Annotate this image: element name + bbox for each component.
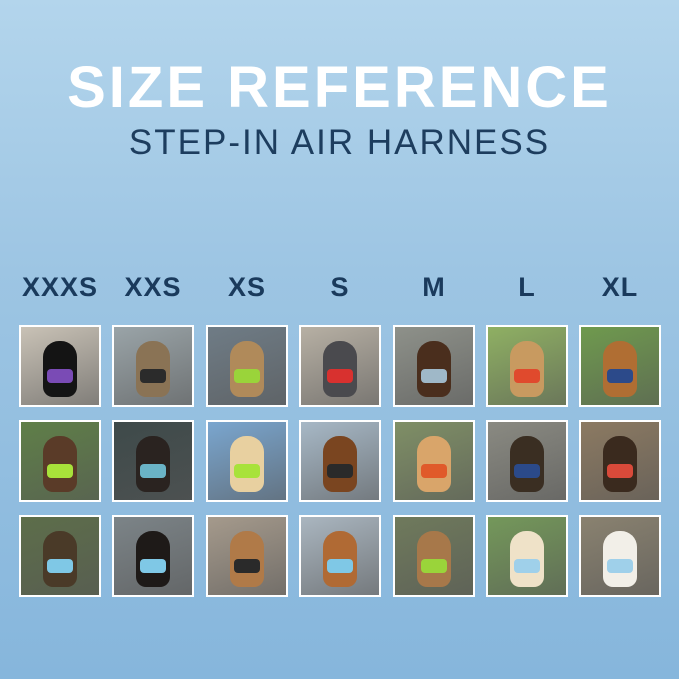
harness [47, 369, 73, 383]
harness [327, 559, 353, 573]
harness [514, 369, 540, 383]
harness [514, 464, 540, 478]
harness [421, 369, 447, 383]
pet-photo-xxxs [19, 325, 101, 407]
pet-photo-xs [206, 325, 288, 407]
page-title: SIZE REFERENCE [67, 55, 612, 120]
pet-photo-s [299, 325, 381, 407]
pet-photo-xxxs [19, 515, 101, 597]
harness [140, 369, 166, 383]
harness [234, 464, 260, 478]
pet-photo-xl [579, 325, 661, 407]
pet-photo-m [393, 325, 475, 407]
harness [234, 559, 260, 573]
pet-photo-xl [579, 515, 661, 597]
harness [327, 369, 353, 383]
pet-photo-xxs [112, 420, 194, 502]
pet-photo-xs [206, 515, 288, 597]
pet-photo-l [486, 515, 568, 597]
pet-photo-m [393, 420, 475, 502]
pet-photo-l [486, 420, 568, 502]
size-label-m: M [422, 272, 446, 302]
harness [234, 369, 260, 383]
size-label-l: L [518, 272, 536, 302]
pet-photo-l [486, 325, 568, 407]
size-label-s: S [330, 272, 350, 302]
pet-photo-xl [579, 420, 661, 502]
harness [140, 464, 166, 478]
harness [421, 559, 447, 573]
size-label-xxxs: XXXS [21, 272, 99, 302]
size-label-xl: XL [601, 272, 639, 302]
pet-photo-s [299, 420, 381, 502]
page-subtitle: STEP-IN AIR HARNESS [128, 123, 551, 162]
pet-photo-xs [206, 420, 288, 502]
harness [607, 559, 633, 573]
harness [607, 369, 633, 383]
harness [140, 559, 166, 573]
pet-photo-xxs [112, 515, 194, 597]
harness [327, 464, 353, 478]
pet-photo-xxxs [19, 420, 101, 502]
pet-photo-s [299, 515, 381, 597]
harness [421, 464, 447, 478]
harness [47, 464, 73, 478]
pet-photo-xxs [112, 325, 194, 407]
harness [607, 464, 633, 478]
harness [47, 559, 73, 573]
pet-photo-m [393, 515, 475, 597]
harness [514, 559, 540, 573]
size-label-xxs: XXS [124, 272, 182, 302]
size-label-xs: XS [227, 272, 267, 302]
